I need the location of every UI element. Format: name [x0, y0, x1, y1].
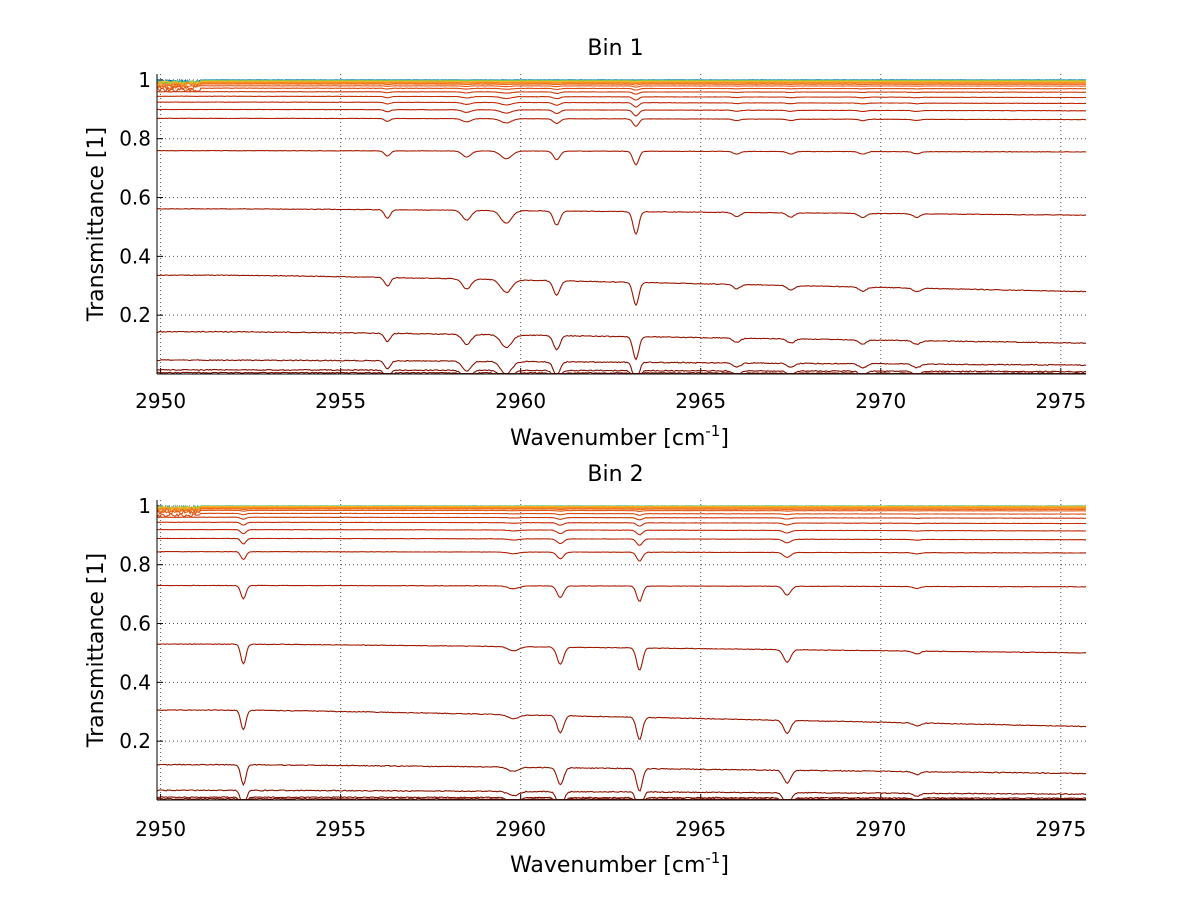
series-line: [156, 763, 1087, 792]
series-line: [156, 208, 1087, 236]
x-tick-label: 2955: [315, 817, 366, 841]
series-line: [156, 274, 1087, 307]
series-line: [156, 95, 1087, 101]
x-tick-label: 2955: [315, 389, 366, 413]
chart-panel-2: 2950 2955 2960 2965 2970 2975 0.2 0.4 0.6 0.8 1 Bin…: [84, 462, 1086, 878]
y-tick-label: 0.4: [119, 244, 151, 268]
y-tick-label: 0.4: [119, 670, 151, 694]
x-tick-label: 2965: [675, 389, 726, 413]
series-line: [156, 330, 1087, 361]
series-line: [156, 528, 1087, 536]
x-axis-label-end: ]: [720, 426, 729, 451]
y-axis-label: Transmittance [1]: [84, 553, 109, 748]
series-line: [156, 85, 1087, 91]
series-line: [156, 584, 1087, 603]
x-tick-label: 2970: [855, 817, 906, 841]
chart-title: Bin 1: [587, 36, 643, 61]
x-tick-label: 2965: [675, 817, 726, 841]
x-axis-label: Wavenumber [cm-1]: [510, 849, 729, 878]
series-line: [156, 643, 1087, 671]
y-tick-label: 0.2: [119, 303, 151, 327]
series-line: [156, 87, 1087, 93]
series-line: [156, 80, 1086, 86]
y-tick-label: 1: [138, 494, 151, 518]
series-line: [156, 506, 1087, 513]
series-line: [156, 83, 1087, 89]
series-group: [156, 78, 1087, 375]
x-axis-label: Wavenumber [cm-1]: [510, 422, 729, 451]
series-line: [156, 509, 1086, 516]
series-line: [156, 507, 1087, 513]
series-line: [156, 789, 1086, 801]
series-group: [156, 504, 1087, 801]
y-tick-label: 0.8: [119, 127, 151, 151]
x-axis-label-sup: -1: [705, 849, 720, 867]
x-tick-label: 2950: [135, 817, 186, 841]
series-line: [156, 82, 1087, 88]
x-tick-label: 2975: [1035, 389, 1086, 413]
chart-title: Bin 2: [587, 462, 643, 487]
y-tick-label: 0.6: [119, 186, 151, 210]
x-axis-label-text: Wavenumber [cm: [510, 426, 705, 451]
chart-panel-1: 2950 2955 2960 2965 2970 2975 0.2 0.4 0.6 0.8 1 Bin…: [84, 36, 1086, 451]
series-line: [156, 521, 1086, 527]
series-line: [157, 359, 1087, 375]
series-line: [156, 149, 1087, 166]
series-line: [156, 709, 1087, 741]
series-line: [156, 550, 1087, 562]
series-line: [156, 537, 1087, 546]
plot-area: [157, 74, 1086, 374]
y-tick-label: 0.6: [119, 612, 151, 636]
series-line: [156, 101, 1087, 108]
series-line: [156, 91, 1087, 95]
x-axis-label-sup: -1: [705, 422, 720, 440]
y-tick-label: 1: [138, 68, 151, 92]
series-line: [156, 796, 1087, 801]
y-tick-label: 0.8: [119, 553, 151, 577]
y-axis-label: Transmittance [1]: [84, 127, 109, 322]
series-line: [156, 368, 1087, 375]
x-tick-label: 2970: [855, 389, 906, 413]
series-line: [156, 516, 1086, 521]
x-axis-label-text: Wavenumber [cm: [510, 853, 705, 878]
series-line: [156, 108, 1087, 117]
series-line: [156, 507, 1087, 514]
x-tick-label: 2975: [1035, 817, 1086, 841]
plot-area: [157, 500, 1086, 800]
x-tick-label: 2950: [135, 389, 186, 413]
y-tick-label: 0.2: [119, 729, 151, 753]
series-line: [156, 371, 1087, 375]
series-line: [156, 117, 1087, 128]
x-tick-label: 2960: [495, 389, 546, 413]
series-line: [156, 81, 1086, 87]
x-tick-label: 2960: [495, 817, 546, 841]
series-line: [156, 512, 1087, 518]
x-axis-label-end: ]: [720, 853, 729, 878]
